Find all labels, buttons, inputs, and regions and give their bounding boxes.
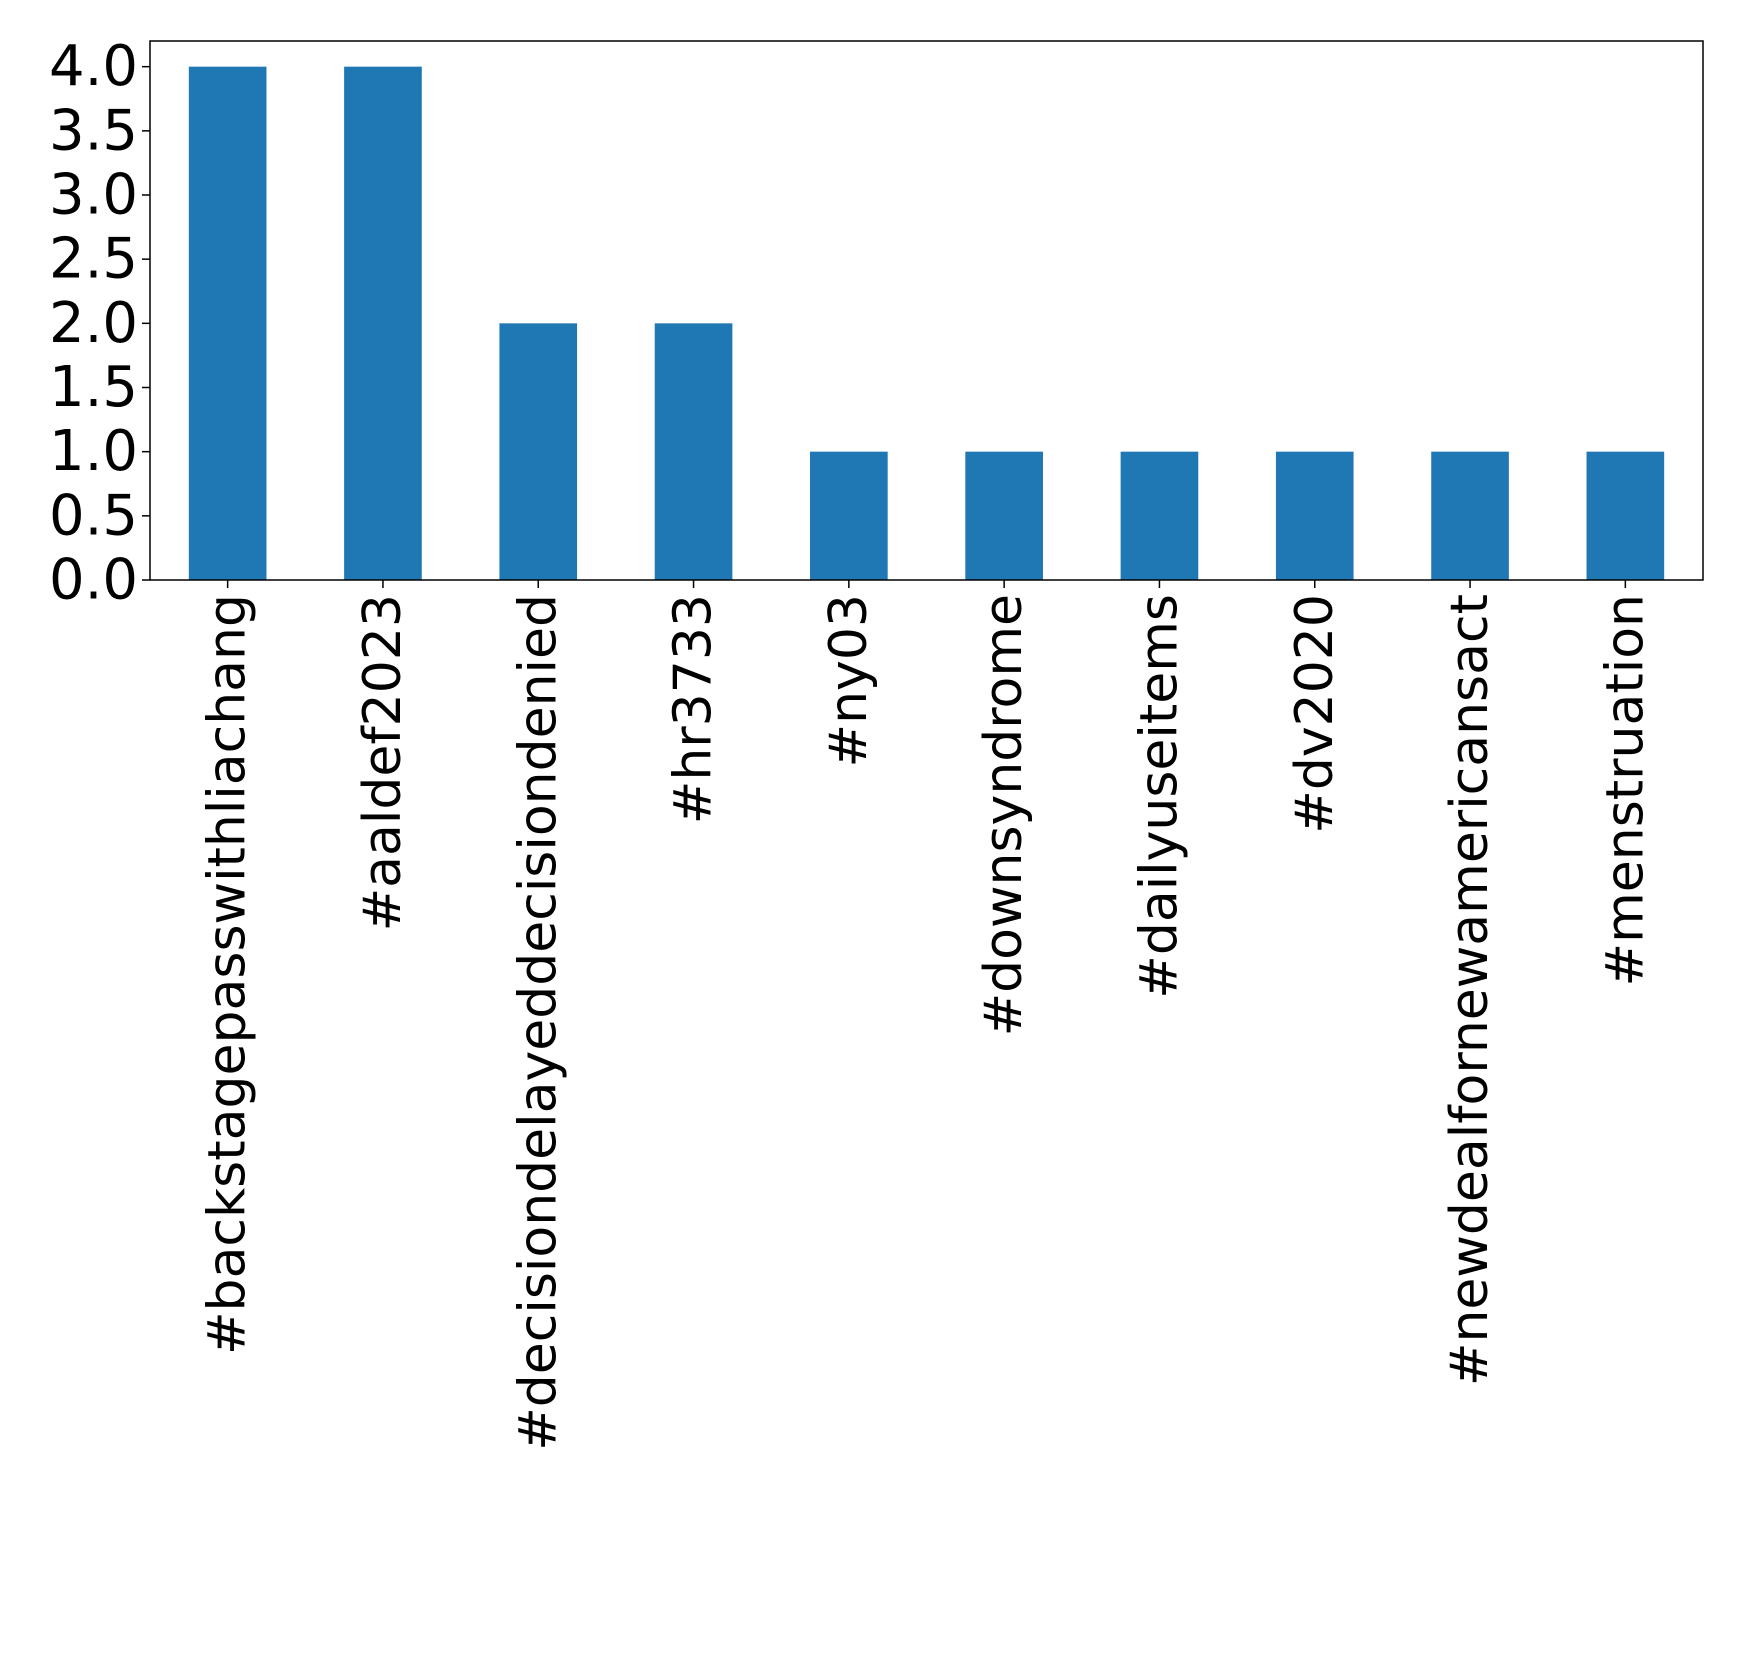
y-tick-label: 1.0 [49, 419, 138, 484]
x-axis: #backstagepasswithliachang #aaldef2023 #de… [198, 580, 1655, 1451]
bar-1 [344, 66, 422, 580]
y-tick-label: 0.0 [49, 548, 138, 613]
bar-3 [654, 323, 733, 580]
x-tick-label: #downsyndrome [974, 594, 1034, 1036]
y-tick-label: 2.5 [49, 227, 138, 292]
x-tick-label: #newdealfornewamericansact [1440, 594, 1500, 1386]
plot-frame [149, 40, 1704, 581]
bar-6 [1120, 451, 1199, 580]
bar-8 [1431, 451, 1509, 580]
y-tick-label: 1.5 [49, 355, 138, 420]
x-tick-label: #aaldef2023 [353, 594, 413, 931]
x-tick-label: #backstagepasswithliachang [198, 594, 258, 1355]
bar-4 [810, 451, 888, 580]
x-tick-label: #hr3733 [664, 594, 724, 824]
y-axis: 0.00.51.01.52.02.53.03.54.0 [49, 34, 150, 613]
bar-5 [965, 451, 1043, 580]
y-tick-label: 4.0 [49, 34, 138, 99]
x-tick-label: #dv2020 [1285, 594, 1345, 834]
bars-layer [188, 66, 1665, 580]
bar-0 [188, 66, 267, 580]
bar-2 [499, 323, 578, 580]
bar-7 [1275, 451, 1354, 580]
x-tick-label: #menstruation [1595, 594, 1655, 986]
y-tick-label: 0.5 [49, 483, 138, 548]
x-tick-label: #decisiondelayeddecisiondenied [508, 594, 568, 1451]
y-tick-label: 2.0 [49, 291, 138, 356]
x-tick-label: #dailyuseitems [1129, 594, 1189, 999]
bar-9 [1586, 451, 1665, 580]
y-tick-label: 3.0 [49, 163, 138, 228]
y-tick-label: 3.5 [49, 98, 138, 163]
x-tick-label: #ny03 [819, 594, 879, 767]
